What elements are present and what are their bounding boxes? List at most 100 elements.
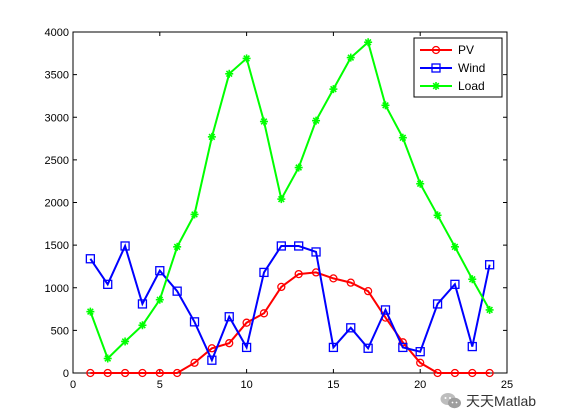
x-tick-label: 20 [414, 379, 426, 391]
wechat-icon [440, 393, 461, 409]
data-point-pv [242, 318, 251, 327]
data-point-load [346, 53, 355, 62]
x-tick-label: 10 [240, 379, 252, 391]
y-tick-label: 1000 [45, 283, 69, 295]
data-point-pv [86, 368, 95, 378]
legend-marker-wind [431, 63, 441, 73]
data-point-pv [155, 368, 164, 378]
data-point-wind [120, 241, 130, 251]
series-line-wind [89, 243, 491, 363]
watermark-text: 天天Matlab [466, 393, 537, 409]
data-point-pv [485, 368, 494, 378]
data-point-load [485, 305, 494, 314]
data-point-pv [468, 368, 477, 378]
legend-marker-load [432, 82, 440, 90]
data-point-load [433, 211, 442, 220]
data-point-pv [190, 358, 199, 367]
data-point-load [103, 354, 112, 363]
data-point-pv [416, 358, 425, 367]
data-point-load [364, 38, 373, 47]
data-point-wind [137, 299, 148, 309]
data-point-wind [380, 305, 391, 315]
data-point-pv [138, 368, 147, 378]
data-point-pv [259, 309, 269, 318]
data-point-wind [346, 323, 356, 333]
data-point-load [86, 307, 95, 316]
data-point-wind [294, 241, 304, 251]
series-pv [86, 268, 494, 378]
data-point-load [398, 133, 407, 142]
data-point-wind [276, 241, 286, 251]
data-point-wind [484, 260, 495, 270]
series-group [85, 38, 495, 378]
data-point-pv [329, 274, 338, 283]
data-point-load [416, 179, 425, 188]
data-point-pv [103, 368, 112, 378]
data-point-load [381, 101, 390, 110]
data-point-load [155, 295, 164, 304]
x-tick-label: 0 [70, 379, 76, 391]
y-tick-label: 0 [63, 368, 69, 380]
data-point-pv [433, 368, 442, 378]
data-point-wind [103, 279, 113, 289]
data-point-wind [207, 355, 217, 365]
data-point-load [294, 163, 303, 172]
data-point-wind [328, 342, 339, 353]
legend: PV Wind Load [413, 37, 503, 98]
x-tick-label: 15 [327, 379, 339, 391]
y-tick-label: 2000 [45, 198, 69, 210]
data-point-wind [259, 267, 269, 278]
data-point-wind [311, 247, 321, 257]
data-point-load [138, 321, 147, 330]
legend-label-load: Load [458, 79, 485, 93]
legend-marker-pv [431, 45, 441, 55]
data-point-wind [224, 312, 234, 322]
data-point-wind [189, 317, 200, 327]
data-point-pv [450, 368, 460, 378]
data-point-load [121, 337, 130, 346]
data-point-wind [415, 347, 425, 357]
data-point-wind [85, 254, 96, 264]
data-point-pv [294, 269, 303, 279]
data-point-wind [155, 266, 165, 276]
data-point-pv [363, 287, 373, 296]
legend-label-pv: PV [458, 43, 474, 57]
data-point-pv [277, 282, 286, 292]
watermark: 天天Matlab [440, 389, 536, 413]
data-point-pv [173, 368, 182, 378]
data-point-load [312, 116, 321, 125]
data-point-load [468, 275, 477, 284]
data-point-wind [467, 341, 477, 352]
y-tick-label: 2500 [45, 155, 69, 167]
data-point-wind [241, 342, 252, 353]
data-point-pv [346, 278, 355, 287]
series-load [86, 38, 494, 363]
y-tick-label: 500 [51, 325, 69, 337]
y-tick-label: 1500 [45, 240, 69, 252]
data-point-load [450, 242, 459, 251]
data-point-load [277, 195, 286, 204]
data-point-wind [363, 343, 373, 353]
y-tick-label: 3000 [45, 112, 69, 124]
data-point-wind [450, 279, 460, 289]
data-point-load [173, 242, 182, 251]
data-point-pv [225, 339, 234, 348]
series-line-load [89, 40, 491, 361]
data-point-load [207, 132, 216, 141]
data-point-load [225, 69, 234, 78]
x-tick-label: 5 [157, 379, 163, 391]
data-point-load [329, 85, 338, 94]
data-point-wind [398, 342, 408, 353]
x-tick-label: 25 [501, 379, 513, 391]
data-point-load [190, 210, 199, 219]
legend-label-wind: Wind [458, 61, 485, 75]
y-tick-label: 3500 [45, 70, 69, 82]
data-point-pv [120, 368, 130, 378]
data-point-pv [207, 344, 217, 353]
data-point-wind [432, 299, 443, 309]
data-point-wind [172, 286, 182, 296]
data-point-load [259, 117, 268, 126]
data-point-load [242, 54, 251, 63]
series-wind [85, 241, 495, 365]
